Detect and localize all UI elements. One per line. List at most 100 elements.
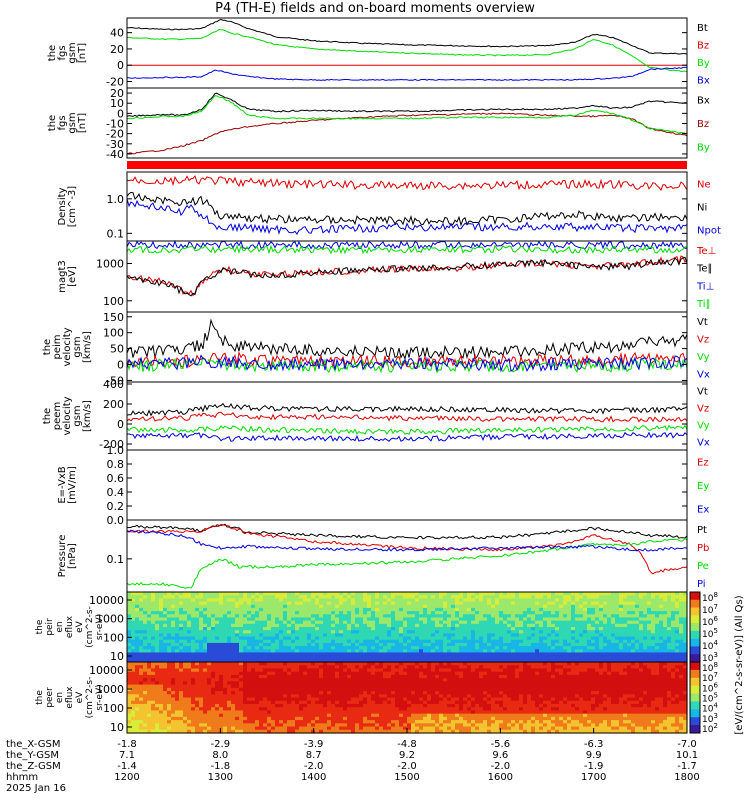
spectrogram-cell [455, 649, 460, 654]
spectrogram-cell [483, 598, 488, 603]
spectrogram-cell [567, 598, 572, 603]
spectrogram-cell [275, 627, 280, 631]
spectrogram-cell [311, 700, 316, 705]
spectrogram-cell [283, 665, 288, 670]
spectrogram-cell [451, 655, 456, 660]
spectrogram-cell [679, 655, 684, 660]
spectrogram-cell [227, 639, 232, 644]
y-axis-label: gsm [72, 336, 83, 357]
spectrogram-cell [679, 652, 684, 657]
spectrogram-cell [583, 601, 588, 606]
spectrogram-cell [243, 636, 248, 641]
spectrogram-cell [135, 694, 140, 699]
spectrogram-cell [367, 646, 372, 650]
spectrogram-cell [543, 658, 548, 663]
spectrogram-cell [363, 642, 368, 647]
spectrogram-cell [327, 639, 332, 644]
spectrogram-cell [319, 707, 324, 712]
spectrogram-cell [151, 611, 156, 615]
spectrogram-cell [299, 623, 304, 628]
spectrogram-cell [347, 646, 352, 650]
spectrogram-cell [279, 710, 284, 715]
spectrogram-cell [567, 652, 572, 657]
spectrogram-cell [439, 604, 444, 609]
spectrogram-cell [327, 658, 332, 663]
spectrogram-cell [227, 703, 232, 708]
spectrogram-cell [167, 700, 172, 705]
spectrogram-cell [211, 668, 216, 673]
spectrogram-cell [251, 710, 256, 715]
spectrogram-cell [227, 617, 232, 622]
legend-Vy: Vy [697, 352, 710, 363]
spectrogram-cell [215, 687, 220, 692]
spectrogram-cell [603, 601, 608, 606]
spectrogram-cell [327, 697, 332, 702]
spectrogram-cell [199, 703, 204, 708]
spectrogram-cell [151, 716, 156, 721]
spectrogram-cell [187, 665, 192, 670]
spectrogram-cell [343, 642, 348, 647]
spectrogram-cell [431, 627, 436, 631]
spectrogram-cell [539, 627, 544, 631]
spectrogram-cell [235, 662, 240, 666]
spectrogram-cell [227, 723, 232, 728]
spectrogram-cell [363, 720, 368, 724]
spectrogram-cell [235, 620, 240, 625]
spectrogram-cell [415, 713, 420, 718]
spectrogram-cell [455, 614, 460, 619]
spectrogram-cell [531, 598, 536, 603]
spectrogram-cell [615, 595, 620, 599]
spectrogram-cell [199, 684, 204, 689]
spectrogram-cell [319, 671, 324, 676]
spectrogram-cell [251, 658, 256, 663]
spectrogram-cell [343, 691, 348, 695]
spectrogram-cell [291, 649, 296, 654]
spectrogram-cell [147, 607, 152, 612]
spectrogram-cell [671, 636, 676, 641]
spectrogram-cell [499, 639, 504, 644]
spectrogram-cell [375, 691, 380, 695]
spectrogram-cell [407, 633, 412, 638]
spectrogram-cell [379, 601, 384, 606]
spectrogram-cell [283, 720, 288, 724]
spectrogram-cell [615, 592, 620, 596]
spectrogram-cell [199, 636, 204, 641]
spectrogram-cell [647, 595, 652, 599]
spectrogram-cell [659, 658, 664, 663]
spectrogram-cell [159, 674, 164, 679]
spectrogram-cell [211, 607, 216, 612]
spectrogram-cell [559, 620, 564, 625]
spectrogram-cell [219, 614, 224, 619]
spectrogram-cell [231, 658, 236, 663]
spectrogram-cell [183, 668, 188, 673]
spectrogram-cell [187, 687, 192, 692]
spectrogram-cell [163, 726, 168, 731]
ytick-label: 100 [103, 295, 124, 308]
spectrogram-cell [251, 668, 256, 673]
spectrogram-cell [199, 713, 204, 718]
spectrogram-cell [659, 636, 664, 641]
spectrogram-cell [163, 636, 168, 641]
spectrogram-cell [499, 592, 504, 596]
spectrogram-cell [143, 726, 148, 731]
spectrogram-cell [199, 598, 204, 603]
spectrogram-cell [471, 636, 476, 641]
spectrogram-cell [559, 652, 564, 657]
spectrogram-cell [295, 633, 300, 638]
spectrogram-cell [243, 639, 248, 644]
spectrogram-cell [523, 652, 528, 657]
spectrogram-cell [403, 617, 408, 622]
spectrogram-cell [183, 700, 188, 705]
spectrogram-cell [455, 607, 460, 612]
spectrogram-cell [523, 639, 528, 644]
spectrogram-cell [383, 707, 388, 712]
spectrogram-cell [411, 674, 416, 679]
spectrogram-cell [239, 720, 244, 724]
spectrogram-cell [135, 595, 140, 599]
spectrogram-cell [135, 633, 140, 638]
spectrogram-cell [179, 662, 184, 666]
spectrogram-cell [251, 636, 256, 641]
spectrogram-cell [287, 652, 292, 657]
spectrogram-cell [575, 649, 580, 654]
spectrogram-cell [227, 630, 232, 634]
